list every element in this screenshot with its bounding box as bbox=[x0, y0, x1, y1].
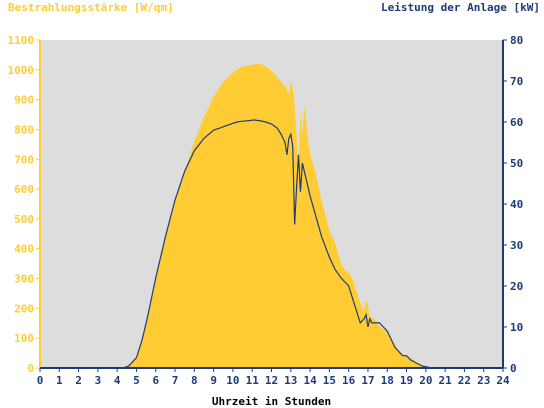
left-tick-label: 300 bbox=[14, 273, 34, 286]
irradiance-area bbox=[40, 63, 503, 368]
left-tick-label: 200 bbox=[14, 302, 34, 315]
x-tick-label: 1 bbox=[56, 374, 63, 387]
left-tick-label: 1100 bbox=[8, 34, 35, 47]
left-tick-label: 600 bbox=[14, 183, 34, 196]
x-tick-label: 7 bbox=[172, 374, 179, 387]
x-tick-label: 20 bbox=[419, 374, 432, 387]
right-tick-label: 0 bbox=[510, 362, 517, 375]
x-tick-label: 23 bbox=[477, 374, 490, 387]
x-tick-label: 6 bbox=[152, 374, 159, 387]
left-tick-label: 0 bbox=[27, 362, 34, 375]
x-tick-label: 24 bbox=[496, 374, 510, 387]
left-tick-label: 1000 bbox=[8, 64, 35, 77]
x-tick-label: 9 bbox=[210, 374, 217, 387]
x-tick-label: 3 bbox=[95, 374, 102, 387]
x-tick-label: 16 bbox=[342, 374, 356, 387]
x-tick-label: 21 bbox=[439, 374, 453, 387]
x-tick-label: 18 bbox=[381, 374, 394, 387]
left-tick-label: 700 bbox=[14, 153, 34, 166]
right-tick-label: 20 bbox=[510, 280, 523, 293]
x-tick-label: 0 bbox=[37, 374, 44, 387]
x-tick-label: 17 bbox=[361, 374, 374, 387]
left-tick-label: 500 bbox=[14, 213, 34, 226]
x-tick-label: 22 bbox=[458, 374, 471, 387]
x-tick-label: 19 bbox=[400, 374, 413, 387]
x-tick-label: 10 bbox=[226, 374, 239, 387]
x-tick-label: 5 bbox=[133, 374, 140, 387]
left-tick-label: 100 bbox=[14, 332, 34, 345]
right-axis-title: Leistung der Anlage [kW] bbox=[381, 1, 540, 14]
right-tick-label: 40 bbox=[510, 198, 523, 211]
x-tick-label: 15 bbox=[323, 374, 336, 387]
right-tick-label: 60 bbox=[510, 116, 523, 129]
right-tick-label: 80 bbox=[510, 34, 523, 47]
left-tick-label: 400 bbox=[14, 243, 34, 256]
x-axis-title: Uhrzeit in Stunden bbox=[212, 395, 331, 408]
power-line bbox=[40, 119, 503, 369]
left-axis-title: Bestrahlungsstärke [W/qm] bbox=[8, 1, 174, 14]
x-tick-label: 11 bbox=[246, 374, 260, 387]
x-tick-label: 12 bbox=[265, 374, 278, 387]
x-tick-label: 13 bbox=[284, 374, 297, 387]
left-tick-label: 900 bbox=[14, 94, 34, 107]
x-tick-label: 2 bbox=[75, 374, 82, 387]
right-tick-label: 70 bbox=[510, 75, 523, 88]
x-tick-label: 14 bbox=[303, 374, 317, 387]
right-tick-label: 10 bbox=[510, 321, 523, 334]
x-tick-label: 8 bbox=[191, 374, 198, 387]
x-tick-label: 4 bbox=[114, 374, 121, 387]
left-tick-label: 800 bbox=[14, 123, 34, 136]
right-tick-label: 30 bbox=[510, 239, 523, 252]
right-tick-label: 50 bbox=[510, 157, 523, 170]
